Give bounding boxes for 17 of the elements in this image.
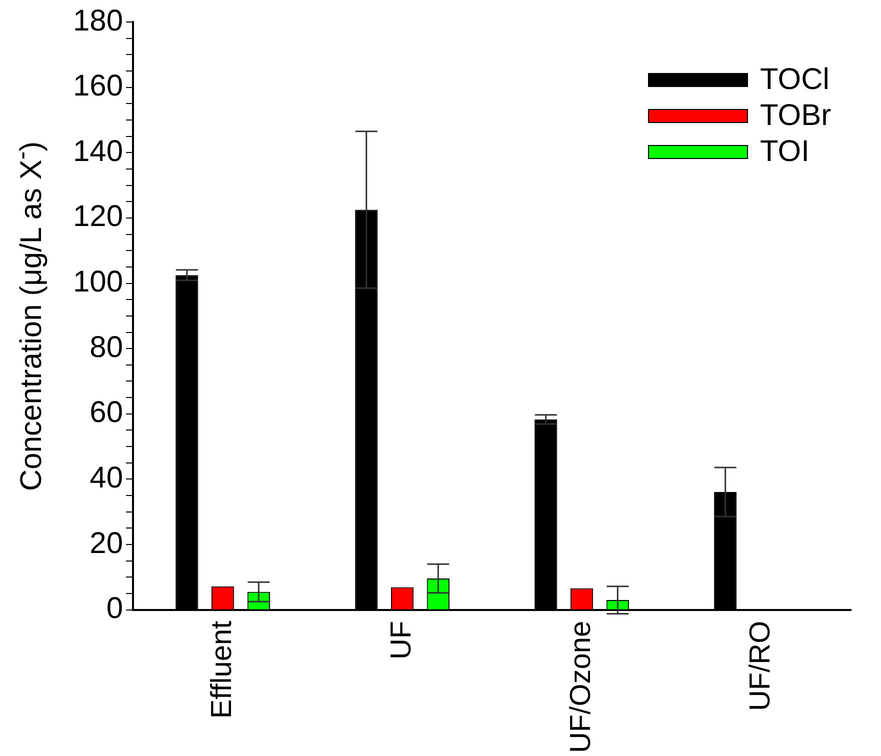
y-tick-label: 160	[72, 70, 124, 103]
legend-label: TOCl	[760, 63, 830, 97]
legend-label: TOBr	[760, 99, 832, 133]
y-tick-label: 180	[72, 4, 124, 38]
y-tick-label: 0	[106, 592, 124, 626]
y-tick-label: 20	[90, 526, 124, 560]
y-tick-label: 40	[90, 461, 124, 494]
legend-label: TOI	[760, 135, 810, 169]
y-tick-label: 80	[90, 330, 124, 364]
y-tick-label: 100	[72, 266, 124, 299]
x-tick-label: UF/RO	[744, 620, 776, 712]
x-tick-label: UF	[385, 620, 418, 660]
y-tick-label: 60	[90, 396, 124, 430]
y-tick-label: 140	[72, 134, 124, 168]
x-tick-label: UF/Ozone	[564, 620, 597, 754]
x-tick-label: Effluent	[206, 620, 238, 719]
y-tick-label: 120	[72, 200, 124, 234]
